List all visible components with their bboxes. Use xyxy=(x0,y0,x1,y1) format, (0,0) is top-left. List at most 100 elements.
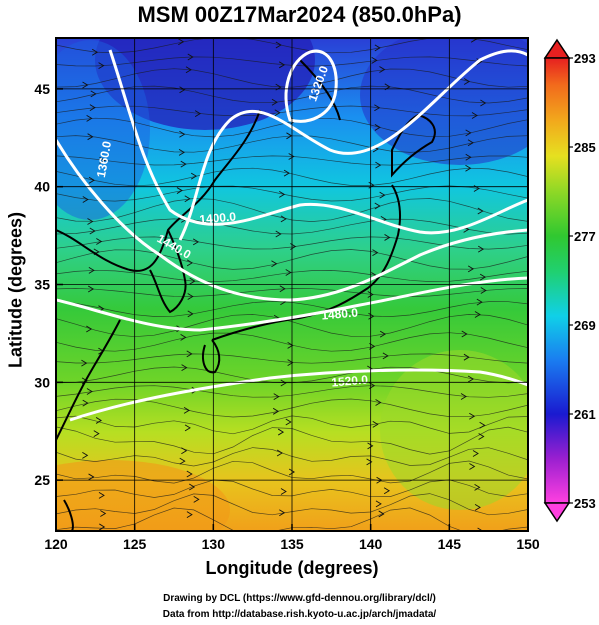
streamline-arrow xyxy=(87,218,94,225)
streamline-arrow xyxy=(90,90,97,98)
streamline-arrow xyxy=(372,249,379,257)
coast-kyushu xyxy=(202,339,221,374)
coast-mainland-asia xyxy=(56,109,261,272)
streamline-arrow xyxy=(288,468,295,476)
streamline-arrow xyxy=(187,310,194,318)
streamline-arrow xyxy=(179,130,186,138)
streamline-arrow xyxy=(179,457,186,465)
streamline-arrow xyxy=(379,191,386,199)
streamline-arrow xyxy=(88,176,95,184)
streamline-arrow xyxy=(87,133,94,141)
streamline-arrow xyxy=(187,293,194,300)
streamline-arrow xyxy=(280,488,287,495)
streamline-arrow xyxy=(186,350,193,358)
streamline-arrow xyxy=(280,379,287,387)
y-tick-label: 35 xyxy=(34,277,50,293)
streamline-arrow xyxy=(467,139,474,147)
streamline-arrow xyxy=(181,364,188,371)
streamline-arrow xyxy=(279,191,286,198)
contour-1520 xyxy=(69,368,528,422)
y-tick-labels: 25 30 35 40 45 xyxy=(34,81,50,488)
streamline-arrow xyxy=(100,510,107,517)
streamline-arrow xyxy=(374,124,381,131)
x-axis-label: Longitude (degrees) xyxy=(205,558,379,578)
streamline-arrow xyxy=(368,312,375,320)
streamline-arrow xyxy=(180,334,187,341)
x-tick-label: 120 xyxy=(44,536,68,552)
height-contours xyxy=(56,49,528,422)
colorbar-arrow-bottom xyxy=(543,502,571,523)
streamline-arrow xyxy=(96,238,103,245)
streamline-arrow xyxy=(474,311,481,318)
streamline-arrow xyxy=(82,399,89,407)
x-tick-label: 125 xyxy=(123,536,147,552)
coast-korea xyxy=(149,229,187,314)
streamline-arrow xyxy=(87,285,95,293)
streamline-arrow xyxy=(379,330,387,338)
streamline-arrow xyxy=(283,169,290,177)
streamline-arrow xyxy=(374,44,381,52)
contour-label: 1360.0 xyxy=(94,140,114,179)
contour-1480 xyxy=(56,276,528,332)
streamline-arrow xyxy=(82,196,89,203)
streamline-arrow xyxy=(469,463,476,470)
streamline-arrow xyxy=(93,430,100,438)
streamline-arrow xyxy=(280,215,287,223)
colorbar-tick-label: 261 xyxy=(574,407,596,422)
coast-china-east xyxy=(56,319,121,441)
streamline-arrow xyxy=(189,277,196,285)
contour-1320 xyxy=(284,49,338,123)
streamline-arrow xyxy=(463,353,470,361)
streamline-arrow xyxy=(379,66,386,73)
streamline-arrow xyxy=(465,129,472,137)
streamline-arrow xyxy=(178,38,185,46)
streamline-arrow xyxy=(375,500,382,508)
streamline-arrow xyxy=(479,273,487,281)
colorbar-tick-label: 253 xyxy=(574,496,596,511)
chart-title: MSM 00Z17Mar2024 (850.0hPa) xyxy=(137,2,462,27)
streamline-arrow xyxy=(272,407,280,415)
streamline-arrow xyxy=(476,298,483,306)
streamline-arrow xyxy=(274,109,281,117)
streamline-arrow xyxy=(91,48,99,56)
streamline-arrow xyxy=(271,98,278,106)
streamline-arrow xyxy=(288,153,295,160)
streamline-arrow xyxy=(176,187,183,194)
streamline-arrow xyxy=(374,104,381,112)
streamline-arrow xyxy=(287,341,294,349)
coast-taiwan xyxy=(63,499,74,531)
streamline-arrow xyxy=(375,399,382,406)
streamline-arrow xyxy=(277,428,285,436)
streamline-arrow xyxy=(474,484,481,491)
streamline-arrow xyxy=(271,260,278,268)
streamline-arrow xyxy=(194,110,201,117)
streamline-arrow xyxy=(367,291,374,298)
streamline-arrow xyxy=(465,164,472,172)
streamline-arrow xyxy=(366,458,373,466)
streamline-arrow xyxy=(193,495,200,503)
streamline-arrow xyxy=(378,510,385,518)
y-tick-label: 40 xyxy=(34,179,50,195)
colorbar-tick-label: 285 xyxy=(574,140,596,155)
streamline-arrow xyxy=(186,470,193,478)
streamline-arrow xyxy=(273,393,280,400)
streamline-arrow xyxy=(279,285,286,293)
streamline-arrow xyxy=(469,412,476,420)
streamline-arrow xyxy=(463,78,471,85)
streamline-arrow xyxy=(81,359,88,367)
streamline-arrow xyxy=(184,424,191,432)
streamline-arrow xyxy=(471,112,478,119)
streamline-arrow xyxy=(286,132,293,140)
streamline-arrow xyxy=(275,230,282,238)
streamline-arrow xyxy=(95,417,103,424)
streamline-arrow xyxy=(278,61,286,69)
contour-label: 1400.0 xyxy=(199,209,237,226)
streamline-arrow xyxy=(470,38,478,43)
x-tick-label: 150 xyxy=(516,536,540,552)
streamline-arrow xyxy=(186,511,193,519)
streamline-arrow xyxy=(477,245,485,253)
streamline-arrow xyxy=(480,287,487,294)
colorbar-tick-label: 293 xyxy=(574,51,596,66)
streamline-arrow xyxy=(367,442,374,450)
